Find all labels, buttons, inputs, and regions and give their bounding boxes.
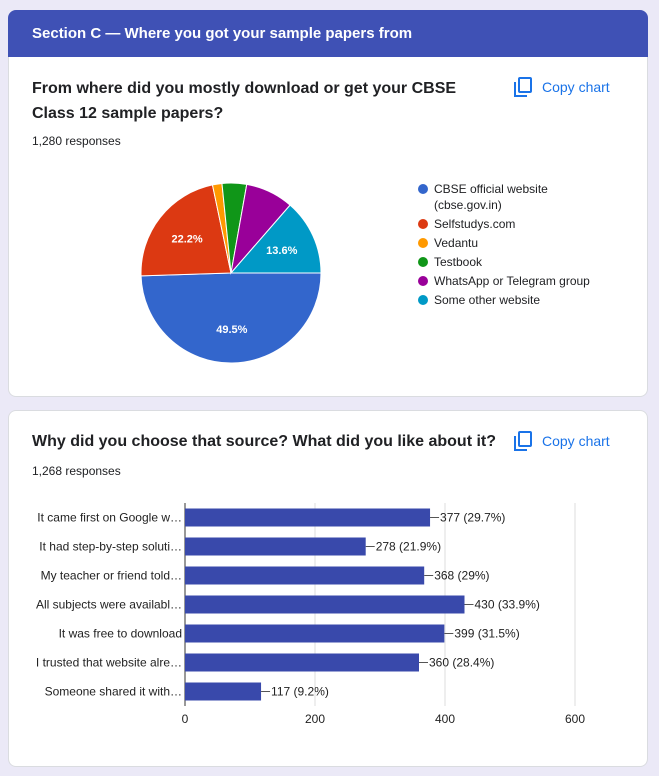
card [8, 410, 648, 767]
copy-chart-label[interactable]: Copy chart [542, 79, 610, 95]
legend-label: CBSE official website (cbse.gov.in) [434, 182, 548, 212]
response-count: 1,280 responses [32, 134, 121, 148]
y-tick-label: All subjects were availabl… [36, 598, 182, 612]
bar [185, 682, 262, 701]
card [8, 57, 648, 397]
bar [185, 537, 366, 556]
response-count: 1,268 responses [32, 464, 121, 478]
section-header: Section C — Where you got your sample pa… [8, 10, 648, 57]
legend-swatch [418, 184, 428, 194]
y-tick-label: It had step-by-step soluti… [39, 540, 182, 554]
pie-slice [140, 272, 322, 364]
y-tick-label: Someone shared it with… [45, 685, 182, 699]
legend-item: Selfstudys.com [418, 216, 598, 232]
copy-icon [514, 77, 532, 97]
legend: CBSE official website (cbse.gov.in) Selfs… [418, 181, 598, 311]
x-tick-label: 200 [305, 712, 325, 726]
slice-label: 49.5% [216, 324, 247, 336]
legend-label: Vedantu [434, 236, 479, 250]
legend-swatch [418, 295, 428, 305]
legend-item: Testbook [418, 254, 598, 270]
x-tick-label: 0 [182, 712, 189, 726]
copy-chart-button[interactable]: Copy chart [514, 77, 610, 97]
legend-label: Testbook [434, 255, 483, 269]
bar [185, 624, 445, 643]
legend-item: Some other website [418, 292, 598, 308]
value-label: 368 (29%) [434, 569, 489, 583]
x-tick-label: 600 [565, 712, 585, 726]
pie-slice [229, 204, 322, 274]
value-label: 360 (28.4%) [429, 656, 494, 670]
pie-slice [140, 184, 232, 277]
bar [185, 566, 425, 585]
slice-label: 22.2% [172, 234, 203, 246]
legend-swatch [418, 276, 428, 286]
legend-swatch [418, 257, 428, 267]
y-tick-label: It came first on Google w… [37, 511, 182, 525]
legend-item: WhatsApp or Telegram group [418, 273, 598, 289]
legend-item: CBSE official website (cbse.gov.in) [418, 181, 598, 213]
legend-item: Vedantu [418, 235, 598, 251]
legend-label: Some other website [434, 293, 541, 307]
slice-label: 13.6% [266, 245, 297, 257]
legend-label: WhatsApp or Telegram group [434, 274, 590, 288]
y-tick-label: My teacher or friend told… [41, 569, 182, 583]
value-label: 117 (9.2%) [271, 685, 329, 699]
value-label: 278 (21.9%) [376, 540, 441, 554]
x-tick-label: 400 [435, 712, 455, 726]
legend-label: Selfstudys.com [434, 217, 516, 231]
copy-icon [514, 431, 532, 451]
y-tick-label: I trusted that website alre… [36, 656, 182, 670]
copy-chart-button[interactable]: Copy chart [514, 431, 610, 451]
bar [185, 508, 431, 527]
question-title: Why did you choose that source? What did… [32, 433, 497, 450]
bar [185, 653, 419, 672]
value-label: 377 (29.7%) [440, 511, 505, 525]
legend-swatch [418, 238, 428, 248]
legend-swatch [418, 219, 428, 229]
bar [185, 595, 465, 614]
y-tick-label: It was free to download [59, 627, 182, 641]
copy-chart-label[interactable]: Copy chart [542, 433, 610, 449]
question-title: From where did you mostly download or ge… [32, 80, 457, 122]
value-label: 399 (31.5%) [454, 627, 519, 641]
value-label: 430 (33.9%) [475, 598, 540, 612]
